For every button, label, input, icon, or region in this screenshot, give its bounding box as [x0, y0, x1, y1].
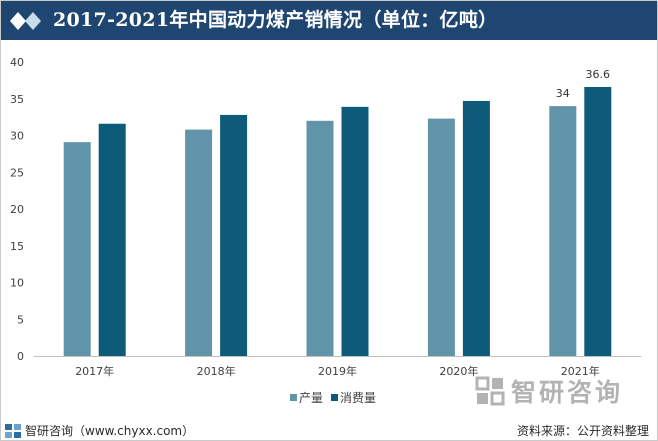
production-bar-1 [63, 142, 91, 356]
consumption-bar-3 [341, 106, 369, 357]
x-tick-label: 2017年 [75, 364, 114, 378]
x-tick-label: 2020年 [439, 364, 478, 378]
production-bar-5 [549, 106, 577, 356]
data-source-note: 资料来源：公开资料整理 [516, 424, 649, 438]
y-tick-label: 25 [10, 166, 24, 179]
consumption-bar-4 [462, 100, 490, 356]
legend-consumption-label: 消费量 [340, 391, 376, 405]
production-bar-4 [427, 118, 455, 356]
watermark-logo: 智研咨询 [475, 374, 623, 408]
y-tick-label: 5 [17, 313, 24, 326]
x-tick-label: 2021年 [561, 364, 600, 378]
legend-consumption-swatch [331, 394, 338, 401]
y-tick-label: 40 [10, 56, 24, 69]
legend-production-label: 产量 [299, 391, 323, 405]
y-tick-label: 10 [10, 277, 24, 290]
y-tick-label: 15 [10, 240, 24, 253]
consumption-bar-2 [220, 114, 248, 356]
y-tick-label: 0 [17, 350, 24, 363]
consumption-bar-5 [584, 86, 612, 357]
y-tick-label: 35 [10, 93, 24, 106]
x-tick-label: 2018年 [197, 364, 236, 378]
watermark-text: 智研咨询 [511, 378, 624, 407]
title-bar: 2017-2021年中国动力煤产销情况（单位：亿吨） [1, 1, 657, 40]
data-label: 36.6 [586, 68, 611, 81]
brand-logo-icon [5, 424, 21, 438]
title-diamond-icon [10, 12, 41, 30]
y-tick-label: 30 [10, 130, 24, 143]
footer-brand: 智研咨询（www.chyxx.com） [25, 424, 195, 438]
x-tick-label: 2019年 [318, 364, 357, 378]
watermark-logo-icon [475, 376, 505, 406]
chart-title: 2017-2021年中国动力煤产销情况（单位：亿吨） [53, 9, 498, 31]
legend-production-swatch [290, 394, 297, 401]
data-label: 34 [556, 87, 570, 100]
consumption-bar-1 [98, 123, 126, 357]
y-tick-label: 20 [10, 203, 24, 216]
production-bar-3 [306, 120, 334, 356]
production-bar-2 [185, 129, 213, 356]
